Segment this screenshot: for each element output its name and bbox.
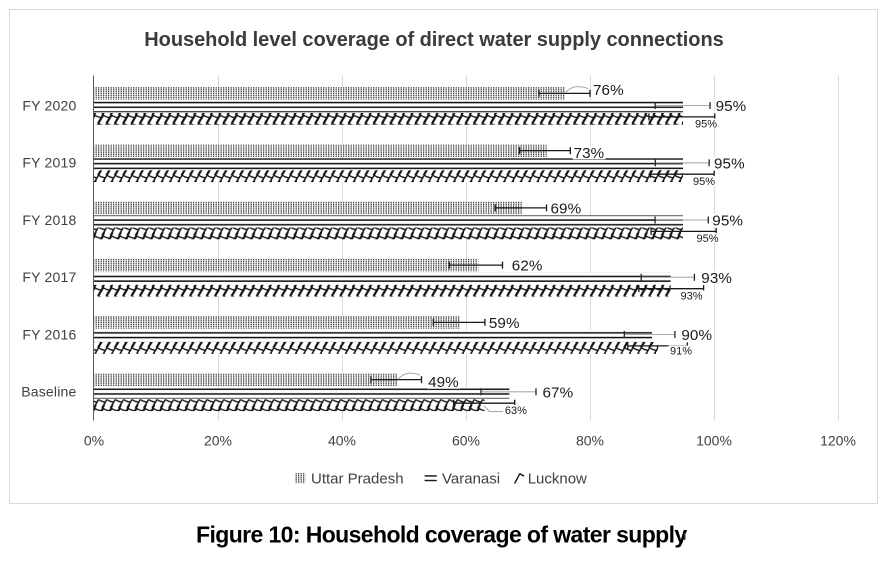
svg-text:49%: 49% bbox=[428, 374, 459, 391]
svg-text:73%: 73% bbox=[574, 145, 605, 162]
svg-text:FY 2019: FY 2019 bbox=[22, 155, 76, 171]
svg-text:95%: 95% bbox=[693, 176, 715, 188]
svg-text:Lucknow: Lucknow bbox=[528, 470, 587, 487]
svg-text:93%: 93% bbox=[701, 270, 732, 287]
svg-text:59%: 59% bbox=[489, 315, 520, 332]
svg-text:Varanasi: Varanasi bbox=[442, 470, 500, 487]
svg-text:69%: 69% bbox=[551, 200, 582, 217]
svg-text:91%: 91% bbox=[670, 346, 692, 358]
svg-text:40%: 40% bbox=[328, 432, 356, 448]
svg-text:FY 2016: FY 2016 bbox=[22, 326, 76, 342]
svg-text:80%: 80% bbox=[576, 432, 604, 448]
svg-text:95%: 95% bbox=[714, 155, 745, 172]
svg-text:93%: 93% bbox=[681, 290, 703, 302]
svg-text:Baseline: Baseline bbox=[21, 384, 76, 400]
svg-text:62%: 62% bbox=[512, 258, 543, 275]
svg-text:60%: 60% bbox=[452, 432, 480, 448]
svg-text:Figure 10: Household coverage: Figure 10: Household coverage of water s… bbox=[196, 522, 687, 548]
svg-text:0%: 0% bbox=[84, 432, 104, 448]
svg-text:95%: 95% bbox=[712, 213, 743, 230]
svg-text:95%: 95% bbox=[697, 233, 719, 245]
svg-text:FY 2018: FY 2018 bbox=[22, 212, 76, 228]
svg-text:Uttar Pradesh: Uttar Pradesh bbox=[311, 470, 404, 487]
svg-text:95%: 95% bbox=[716, 98, 747, 115]
svg-text:20%: 20% bbox=[204, 432, 232, 448]
svg-text:76%: 76% bbox=[593, 82, 624, 99]
svg-text:Household level coverage of di: Household level coverage of direct water… bbox=[144, 29, 723, 51]
svg-text:67%: 67% bbox=[543, 384, 574, 401]
svg-text:90%: 90% bbox=[681, 327, 712, 344]
svg-text:FY 2020: FY 2020 bbox=[22, 97, 76, 113]
svg-text:120%: 120% bbox=[820, 432, 856, 448]
svg-text:FY 2017: FY 2017 bbox=[22, 269, 76, 285]
svg-text:95%: 95% bbox=[695, 119, 717, 131]
svg-text:63%: 63% bbox=[505, 405, 527, 417]
svg-text:100%: 100% bbox=[696, 432, 732, 448]
